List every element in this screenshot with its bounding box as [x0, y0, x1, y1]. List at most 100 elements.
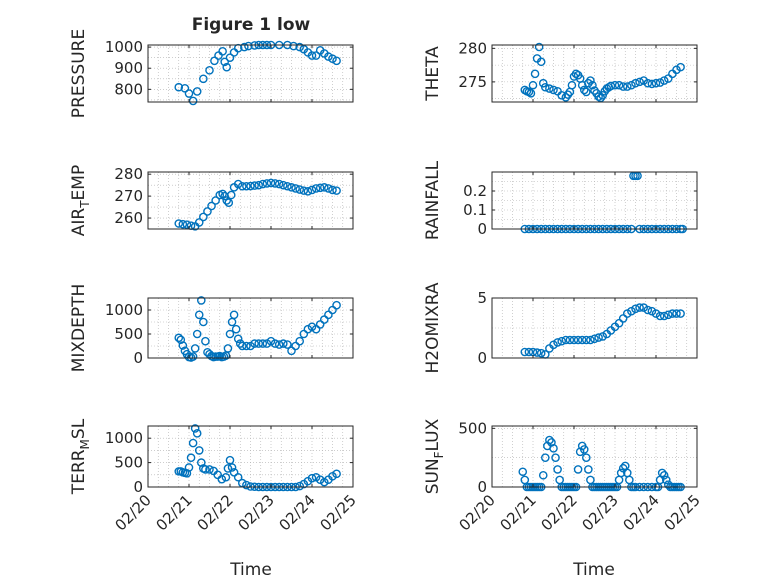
x-tick-label: 02/22 — [194, 491, 237, 534]
data-point — [561, 335, 571, 345]
data-point — [311, 51, 321, 60]
data-point — [577, 335, 587, 345]
axes-box — [491, 44, 698, 103]
data-point — [194, 446, 204, 455]
panel-1: 275 280 THETA — [423, 39, 698, 103]
data-point — [655, 78, 665, 87]
axes-box — [147, 171, 354, 230]
data-point — [283, 340, 292, 349]
data-point — [530, 69, 540, 79]
data-point — [270, 339, 280, 348]
data-point — [244, 41, 253, 51]
data-point — [618, 82, 628, 91]
data-point — [201, 465, 210, 474]
data-point — [553, 465, 562, 474]
data-point — [190, 424, 200, 433]
data-point — [664, 310, 673, 320]
data-point — [231, 324, 241, 334]
axes-box — [147, 297, 354, 359]
data-point — [192, 429, 202, 438]
data-point — [332, 469, 341, 479]
data-point — [258, 179, 268, 189]
data-point — [237, 341, 247, 351]
data-point — [573, 335, 583, 345]
data-point — [311, 184, 321, 193]
data-point — [526, 88, 536, 98]
data-point — [594, 92, 603, 101]
y-axis-label: PRESSURE — [69, 29, 89, 118]
data-point — [528, 80, 538, 90]
data-point — [668, 309, 677, 318]
data-point — [258, 339, 268, 348]
data-point — [194, 218, 204, 227]
data-point — [557, 90, 567, 100]
data-point — [584, 465, 593, 474]
data-point — [176, 335, 186, 345]
data-point — [582, 335, 591, 345]
data-point — [328, 185, 337, 195]
data-point — [295, 481, 305, 491]
panel-4: 0 500 1000 MIXDEPTH — [69, 284, 354, 372]
data-point — [676, 62, 685, 72]
data-point — [538, 470, 548, 480]
data-point — [635, 77, 644, 87]
data-point — [536, 348, 546, 358]
x-tick-label: 02/24 — [620, 491, 663, 534]
x-tick-label: 02/21 — [153, 491, 196, 534]
y-tick-label: 280 — [114, 165, 143, 183]
data-point — [303, 186, 313, 196]
data-point — [643, 305, 653, 315]
data-point — [289, 41, 298, 51]
data-point — [196, 296, 206, 305]
data-point — [227, 463, 237, 472]
y-tick-label: 500 — [458, 419, 487, 437]
data-point — [174, 82, 184, 92]
data-point — [643, 78, 653, 88]
data-point — [184, 89, 194, 98]
data-point — [549, 443, 558, 453]
data-point — [614, 80, 624, 90]
y-tick-label: 0 — [133, 349, 143, 367]
data-point — [186, 453, 196, 463]
data-point — [518, 467, 528, 477]
data-point — [237, 181, 247, 191]
data-point — [324, 52, 333, 61]
data-point — [182, 469, 192, 478]
y-axis-label: RAINFALL — [423, 160, 443, 240]
data-point — [203, 207, 212, 216]
data-point — [551, 453, 560, 462]
data-point — [174, 219, 184, 228]
data-point — [569, 335, 579, 345]
data-point — [549, 85, 558, 95]
data-point — [196, 458, 206, 467]
y-axis-label: H2OMIXRA — [423, 282, 443, 373]
data-point — [278, 180, 288, 190]
data-point — [590, 334, 599, 344]
data-point — [545, 84, 554, 93]
data-point — [553, 338, 562, 347]
x-tick-label: 02/24 — [276, 491, 319, 534]
data-point — [270, 179, 280, 188]
y-tick-label: 900 — [114, 59, 143, 77]
y-tick-label: 800 — [114, 80, 143, 98]
data-point — [594, 333, 603, 342]
data-point — [262, 179, 272, 188]
data-point — [659, 470, 669, 480]
data-point — [218, 189, 227, 199]
panel-5: 0 5 H2OMIXRA — [423, 282, 698, 374]
data-point — [319, 183, 329, 192]
data-point — [233, 472, 243, 482]
y-tick-label: 5 — [477, 289, 487, 307]
data-point — [221, 472, 231, 482]
data-point — [307, 185, 317, 195]
data-point — [606, 81, 616, 91]
data-point — [651, 78, 661, 88]
data-point — [220, 57, 229, 67]
data-point — [532, 348, 542, 357]
data-point — [254, 339, 264, 348]
data-point — [524, 87, 534, 97]
data-point — [180, 83, 190, 93]
data-point — [250, 181, 259, 190]
data-point — [205, 66, 214, 75]
